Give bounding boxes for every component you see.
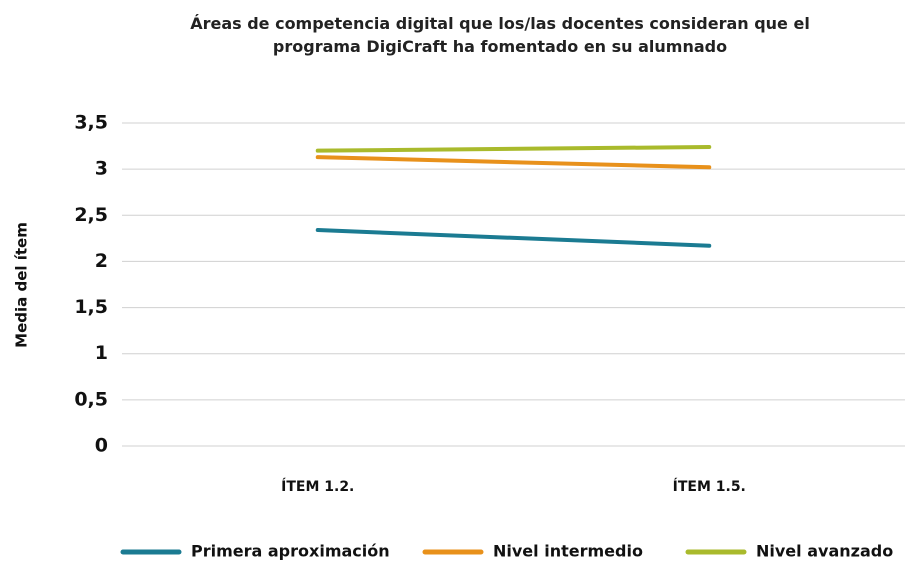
series-line bbox=[315, 155, 712, 170]
y-tick-label: 1,5 bbox=[74, 296, 108, 318]
chart-title: Áreas de competencia digital que los/las… bbox=[190, 14, 810, 56]
y-tick-label: 3 bbox=[95, 158, 108, 180]
y-tick-label: 3,5 bbox=[74, 112, 108, 134]
x-tick-label: ÍTEM 1.5. bbox=[673, 478, 746, 495]
y-tick-label: 2 bbox=[95, 250, 108, 272]
series-line bbox=[315, 144, 712, 153]
legend-label: Nivel avanzado bbox=[756, 542, 893, 561]
series-line bbox=[315, 228, 712, 248]
legend-label: Nivel intermedio bbox=[493, 542, 643, 561]
y-tick-label: 0 bbox=[95, 435, 108, 457]
y-tick-label: 2,5 bbox=[74, 204, 108, 226]
x-tick-label: ÍTEM 1.2. bbox=[281, 478, 354, 495]
y-tick-label: 1 bbox=[95, 342, 108, 364]
y-axis-label: Media del ítem bbox=[13, 222, 31, 348]
legend-label: Primera aproximación bbox=[191, 542, 390, 561]
y-tick-label: 0,5 bbox=[74, 388, 108, 410]
